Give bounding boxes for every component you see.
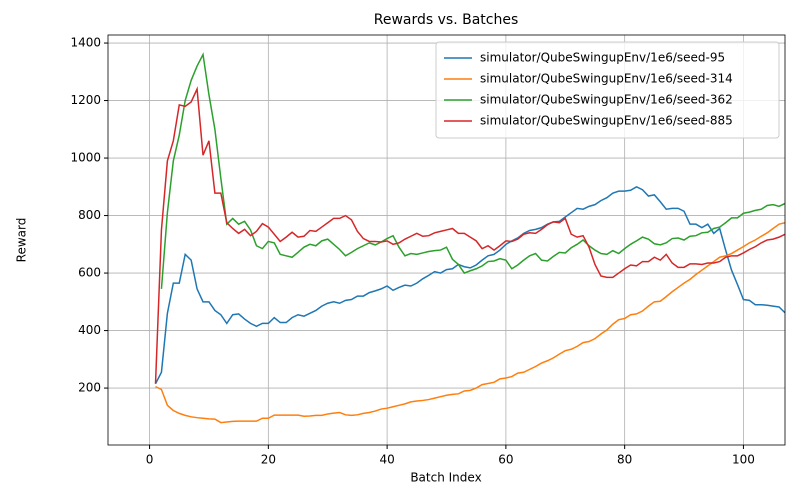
x-tick-label: 0 xyxy=(146,453,154,467)
line-series xyxy=(160,52,785,289)
line-series xyxy=(154,185,785,385)
y-tick-label: 800 xyxy=(78,208,101,222)
y-tick-label: 1200 xyxy=(70,93,101,107)
line-series xyxy=(154,86,785,384)
y-tick-label: 1000 xyxy=(70,151,101,165)
y-tick-label: 1400 xyxy=(70,36,101,50)
y-tick-label: 600 xyxy=(78,266,101,280)
y-tick-label: 400 xyxy=(78,323,101,337)
legend-label: simulator/QubeSwingupEnv/1e6/seed-885 xyxy=(480,114,733,128)
x-tick-label: 80 xyxy=(617,453,632,467)
x-axis-label: Batch Index xyxy=(410,471,481,485)
legend-label: simulator/QubeSwingupEnv/1e6/seed-95 xyxy=(480,51,725,65)
line-series xyxy=(155,222,785,424)
y-axis-label: Reward xyxy=(15,218,29,263)
y-tick-label: 200 xyxy=(78,381,101,395)
legend-box xyxy=(435,41,780,139)
legend-label: simulator/QubeSwingupEnv/1e6/seed-314 xyxy=(480,72,733,86)
legend-label: simulator/QubeSwingupEnv/1e6/seed-362 xyxy=(480,93,733,107)
plot-frame xyxy=(107,34,786,446)
x-tick-label: 100 xyxy=(732,453,755,467)
x-tick-label: 60 xyxy=(498,453,513,467)
x-tick-label: 20 xyxy=(261,453,276,467)
x-tick-label: 40 xyxy=(379,453,394,467)
chart-title: Rewards vs. Batches xyxy=(374,12,519,28)
